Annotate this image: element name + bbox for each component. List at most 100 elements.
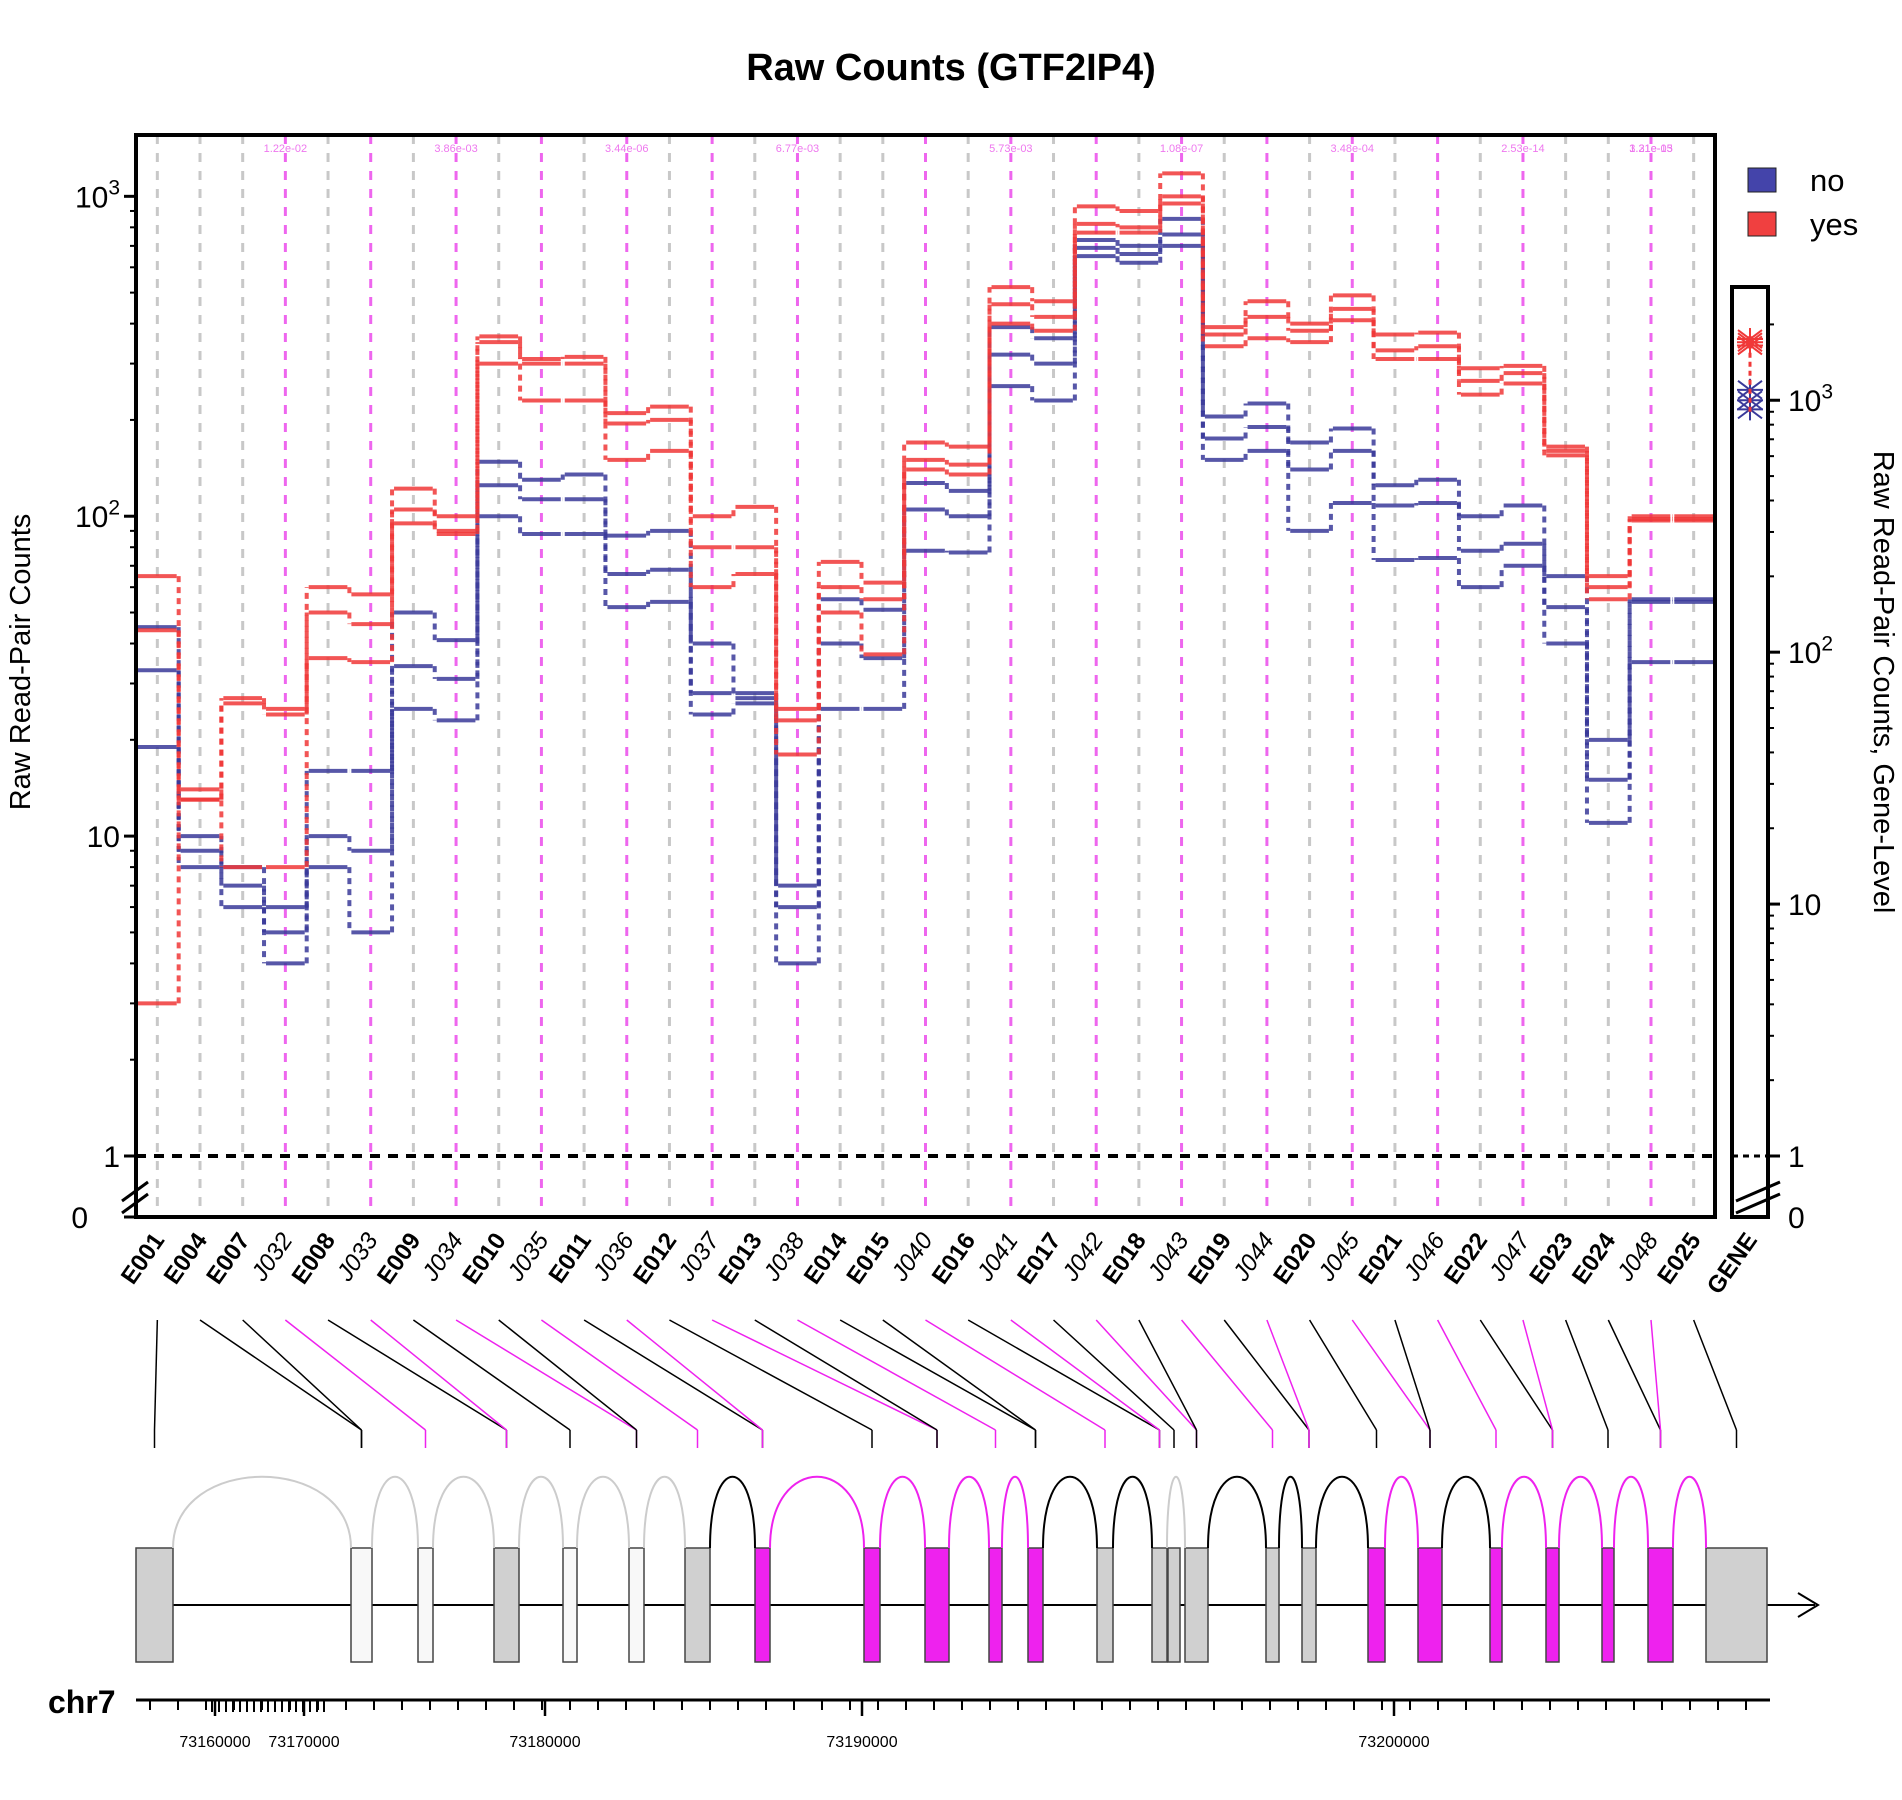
chromosome-label: chr7 [48, 1684, 116, 1720]
gene-y-tick-label: 0 [1788, 1202, 1805, 1235]
feature-connector [1522, 1319, 1554, 1431]
feature-connector [199, 1319, 362, 1431]
splice-arc [1112, 1475, 1153, 1549]
feature-connector [1095, 1319, 1198, 1431]
feature-connector [1053, 1319, 1175, 1431]
junction-feature [1367, 1547, 1386, 1663]
feature-connector [455, 1319, 637, 1431]
junction-pvalue-label: 1.31e-05 [1629, 143, 1672, 155]
feature-connector [669, 1319, 873, 1431]
x-tick-label: E014 [799, 1227, 854, 1289]
splice-arc [1672, 1476, 1707, 1549]
x-tick-label: J034 [416, 1228, 469, 1287]
gene-y-axis-label: Raw Read-Pair Counts, Gene-Level [1867, 451, 1899, 914]
gene-y-tick-label: 102 [1788, 633, 1833, 671]
y-axis-label: Raw Read-Pair Counts [5, 514, 37, 811]
position-tick-label: 73190000 [826, 1734, 897, 1751]
splice-arc [709, 1475, 756, 1549]
splice-arc [1384, 1476, 1419, 1549]
feature-connector [1479, 1319, 1554, 1431]
junction-pvalue-label: 5.73e-03 [989, 143, 1032, 155]
junction-feature [988, 1547, 1003, 1663]
splice-arc [518, 1475, 564, 1549]
gene-panel-frame [1730, 285, 1770, 1219]
splice-arc [1558, 1475, 1603, 1549]
position-tick-label: 73200000 [1358, 1734, 1429, 1751]
x-tick-label: E016 [927, 1228, 981, 1289]
splice-arc [1441, 1475, 1491, 1549]
x-tick-label: J044 [1227, 1228, 1280, 1287]
x-tick-label: J035 [502, 1227, 555, 1286]
gene-y-tick-label: 1 [1788, 1141, 1805, 1174]
splice-arc [1315, 1475, 1369, 1549]
chart-title: Raw Counts (GTF2IP4) [746, 47, 1156, 89]
feature-connector [498, 1319, 637, 1431]
x-tick-label: E011 [543, 1228, 597, 1288]
splice-arc [172, 1475, 352, 1549]
exon-feature [1301, 1547, 1317, 1663]
x-tick-label: E022 [1439, 1228, 1493, 1289]
exon-feature [1096, 1547, 1114, 1663]
exon-feature [1151, 1547, 1168, 1663]
exon-feature [1184, 1547, 1209, 1663]
feature-connector [967, 1319, 1160, 1431]
feature-connector [711, 1319, 938, 1431]
series-yes [138, 171, 1713, 802]
junction-pvalue-label: 6.77e-03 [776, 143, 819, 155]
main-panel-frame [134, 133, 1717, 1219]
position-tick-label: 73180000 [509, 1734, 580, 1751]
legend-swatch-no [1747, 167, 1777, 193]
splice-arc [1001, 1476, 1029, 1549]
feature-connector [1394, 1319, 1431, 1431]
feature-connector [1607, 1319, 1662, 1431]
legend-label-yes: yes [1810, 207, 1858, 242]
legend-label-no: no [1810, 163, 1844, 198]
feature-connector [1308, 1319, 1378, 1431]
feature-connector [1436, 1319, 1497, 1431]
splice-arc [1207, 1475, 1267, 1549]
junction-feature [1489, 1547, 1503, 1663]
gene-x-label: GENE [1702, 1228, 1763, 1299]
exon-feature [350, 1547, 373, 1663]
series-yes [138, 201, 1713, 1006]
x-tick-label: E004 [159, 1227, 214, 1289]
exon-feature [562, 1547, 578, 1663]
splice-arc [1166, 1476, 1186, 1549]
junction-feature [924, 1547, 950, 1663]
splice-arc [1278, 1476, 1303, 1549]
strand-arrow-icon [1797, 1592, 1820, 1618]
x-tick-label: J046 [1398, 1227, 1451, 1286]
x-tick-label: J032 [246, 1228, 299, 1287]
feature-connector [1223, 1319, 1310, 1431]
x-tick-label: J040 [886, 1227, 939, 1286]
splice-arc [1042, 1475, 1098, 1549]
x-tick-label: E021 [1354, 1228, 1408, 1289]
feature-connector [412, 1319, 571, 1431]
y-tick-label: 10 [87, 821, 120, 854]
gene-y-tick-label: 10 [1788, 889, 1821, 922]
x-tick-label: J048 [1611, 1227, 1664, 1286]
splice-arc [576, 1475, 630, 1549]
x-tick-label: E025 [1652, 1228, 1706, 1289]
feature-connector [583, 1319, 763, 1431]
exon-feature [628, 1547, 645, 1663]
junction-feature [1027, 1547, 1044, 1663]
x-tick-label: J036 [587, 1227, 640, 1286]
x-tick-label: E008 [287, 1228, 341, 1289]
splice-arc [1613, 1476, 1649, 1549]
x-tick-label: E009 [372, 1228, 426, 1289]
splice-arc [948, 1475, 990, 1549]
axis-break-mark [1735, 1180, 1781, 1203]
junction-pvalue-label: 1.22e-02 [264, 143, 307, 155]
junction-feature [1647, 1547, 1674, 1663]
x-tick-label: E001 [116, 1228, 170, 1289]
feature-connector [327, 1319, 507, 1431]
series-yes [138, 194, 1713, 802]
y-tick-label: 102 [75, 497, 120, 535]
splice-arc [643, 1475, 686, 1549]
exon-feature [1265, 1547, 1280, 1663]
x-tick-label: E017 [1012, 1228, 1066, 1289]
y-tick-label: 1 [103, 1141, 120, 1174]
x-tick-label: E010 [457, 1228, 511, 1289]
